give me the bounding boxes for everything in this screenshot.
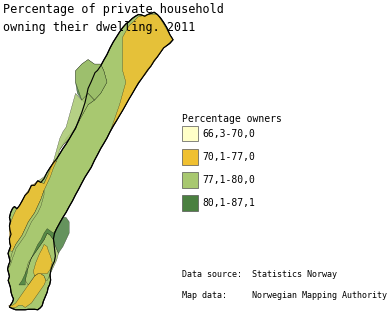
Bar bbox=[182, 172, 198, 188]
Bar bbox=[182, 126, 198, 141]
Polygon shape bbox=[33, 244, 52, 276]
Polygon shape bbox=[60, 60, 107, 150]
Text: 80,1-87,1: 80,1-87,1 bbox=[202, 198, 255, 208]
Polygon shape bbox=[9, 274, 46, 308]
Text: Map data:     Norwegian Mapping Authority: Map data: Norwegian Mapping Authority bbox=[182, 291, 387, 300]
Bar bbox=[182, 149, 198, 165]
Bar bbox=[182, 195, 198, 211]
Polygon shape bbox=[38, 93, 94, 184]
Polygon shape bbox=[25, 233, 58, 285]
Text: owning their dwelling. 2011: owning their dwelling. 2011 bbox=[3, 21, 196, 34]
Text: Data source:  Statistics Norway: Data source: Statistics Norway bbox=[182, 270, 338, 279]
Polygon shape bbox=[76, 60, 107, 105]
Polygon shape bbox=[9, 161, 56, 251]
Polygon shape bbox=[7, 12, 173, 310]
Text: Percentage of private household: Percentage of private household bbox=[3, 3, 224, 16]
Text: Percentage owners: Percentage owners bbox=[182, 114, 282, 124]
Polygon shape bbox=[9, 190, 44, 267]
Text: 70,1-77,0: 70,1-77,0 bbox=[202, 152, 255, 162]
Polygon shape bbox=[19, 217, 69, 285]
Text: 77,1-80,0: 77,1-80,0 bbox=[202, 175, 255, 185]
Text: 66,3-70,0: 66,3-70,0 bbox=[202, 128, 255, 139]
Polygon shape bbox=[110, 14, 173, 132]
